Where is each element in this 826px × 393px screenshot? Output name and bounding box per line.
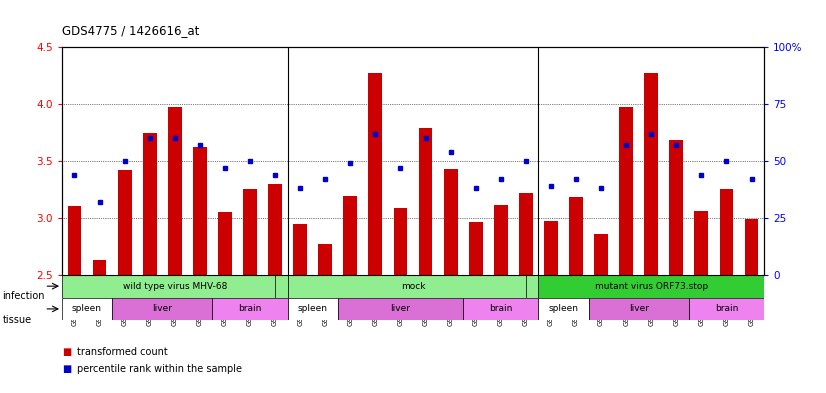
Text: wild type virus MHV-68: wild type virus MHV-68 xyxy=(122,282,227,291)
Bar xyxy=(212,298,287,320)
Bar xyxy=(368,73,382,275)
Text: ■: ■ xyxy=(62,347,71,357)
Bar xyxy=(118,170,131,275)
Bar xyxy=(344,196,357,275)
Bar xyxy=(393,208,407,275)
Bar xyxy=(419,128,433,275)
Text: spleen: spleen xyxy=(72,305,102,313)
Bar xyxy=(68,206,82,275)
Bar xyxy=(318,244,332,275)
Text: spleen: spleen xyxy=(548,305,578,313)
Bar xyxy=(494,206,508,275)
Text: mutant virus ORF73.stop: mutant virus ORF73.stop xyxy=(595,282,708,291)
Bar xyxy=(519,193,533,275)
Text: liver: liver xyxy=(629,305,648,313)
Text: brain: brain xyxy=(714,305,738,313)
Bar xyxy=(669,140,683,275)
Bar xyxy=(62,275,287,298)
Bar xyxy=(689,298,764,320)
Bar xyxy=(569,197,583,275)
Text: tissue: tissue xyxy=(2,315,31,325)
Bar xyxy=(620,107,633,275)
Text: ■: ■ xyxy=(62,364,71,375)
Text: GDS4775 / 1426616_at: GDS4775 / 1426616_at xyxy=(62,24,199,37)
Text: liver: liver xyxy=(152,305,173,313)
Bar xyxy=(539,275,764,298)
Text: spleen: spleen xyxy=(297,305,328,313)
Text: liver: liver xyxy=(391,305,411,313)
Bar xyxy=(218,212,232,275)
Bar xyxy=(469,222,482,275)
Bar xyxy=(268,184,282,275)
Bar xyxy=(338,298,463,320)
Bar xyxy=(463,298,539,320)
Bar xyxy=(293,224,307,275)
Bar xyxy=(588,298,689,320)
Bar xyxy=(287,275,539,298)
Bar xyxy=(744,219,758,275)
Bar xyxy=(243,189,257,275)
Bar xyxy=(544,221,558,275)
Text: brain: brain xyxy=(489,305,512,313)
Bar xyxy=(287,298,338,320)
Bar xyxy=(444,169,458,275)
Text: brain: brain xyxy=(239,305,262,313)
Text: percentile rank within the sample: percentile rank within the sample xyxy=(77,364,242,375)
Bar xyxy=(644,73,658,275)
Bar xyxy=(695,211,708,275)
Bar xyxy=(143,132,157,275)
Bar xyxy=(719,189,733,275)
Bar xyxy=(594,234,608,275)
Bar xyxy=(62,298,112,320)
Text: mock: mock xyxy=(401,282,425,291)
Bar xyxy=(168,107,182,275)
Text: transformed count: transformed count xyxy=(77,347,168,357)
Bar xyxy=(93,260,107,275)
Bar xyxy=(112,298,212,320)
Bar xyxy=(193,147,206,275)
Bar xyxy=(539,298,588,320)
Text: infection: infection xyxy=(2,290,45,301)
